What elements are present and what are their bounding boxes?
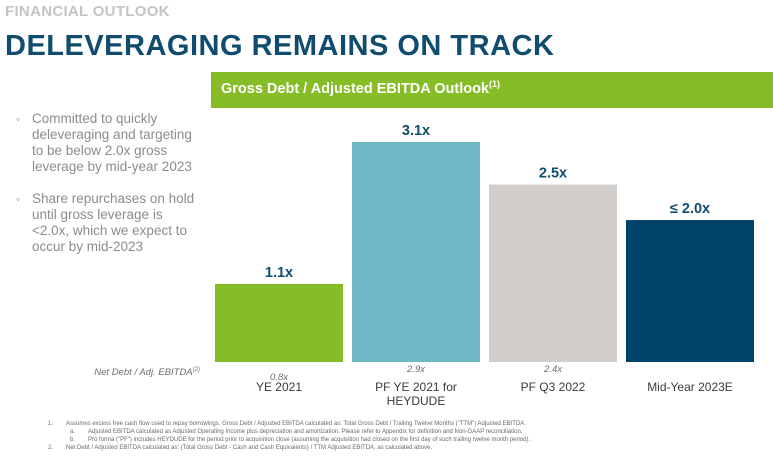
footnote-number: 2. [48, 445, 54, 451]
footnote: 1. Assumes excess free cash flow used to … [48, 420, 748, 428]
bullet-marker-icon: ◦ [16, 192, 21, 206]
data-label: 3.1x [402, 123, 430, 139]
bullet-text: Committed to quickly deleveraging and ta… [32, 111, 192, 174]
bar [626, 220, 754, 362]
chart-title-banner: Gross Debt / Adjusted EBITDA Outlook(1) [211, 72, 773, 108]
category-label: Mid-Year 2023E [647, 380, 733, 394]
section-label: FINANCIAL OUTLOOK [5, 3, 170, 20]
bar [215, 283, 343, 362]
category-label: PF YE 2021 for [375, 380, 457, 394]
footnote-number: b. [70, 437, 76, 443]
bullet-item: ◦ Share repurchases on hold until gross … [16, 191, 202, 255]
footnote-text: Adjusted EBITDA calculated as Adjusted O… [88, 429, 523, 435]
footnote-text: Assumes excess free cash flow used to re… [66, 421, 526, 427]
bullet-list: ◦ Committed to quickly deleveraging and … [16, 111, 202, 271]
data-label: ≤ 2.0x [670, 201, 710, 217]
net-debt-value: 2.4x [543, 364, 563, 375]
chart-title-note-ref: (1) [489, 79, 500, 90]
chart-title: Gross Debt / Adjusted EBITDA Outlook [221, 81, 489, 97]
data-label: 1.1x [265, 265, 293, 281]
bullet-text: Share repurchases on hold until gross le… [32, 191, 195, 254]
footnote-text: Pro forma ("PF") includes HEYDUDE for th… [88, 437, 531, 443]
footnote: 2. Net Debt / Adjusted EBITDA calculated … [48, 444, 748, 452]
footnotes: 1. Assumes excess free cash flow used to … [48, 420, 748, 452]
category-label: PF Q3 2022 [521, 380, 586, 394]
page-title: DELEVERAGING REMAINS ON TRACK [5, 30, 555, 62]
bullet-marker-icon: ◦ [16, 112, 21, 126]
bar [489, 184, 617, 362]
bar [352, 142, 480, 362]
net-debt-value: 0.8x [270, 372, 289, 383]
net-debt-label: Net Debt / Adj. EBITDA [94, 367, 193, 378]
footnote-number: a. [70, 429, 76, 435]
footnote: a. Adjusted EBITDA calculated as Adjusted… [48, 428, 748, 436]
net-debt-value: 2.9x [406, 364, 426, 375]
net-debt-note-ref: (2) [192, 366, 200, 373]
net-debt-row-label: Net Debt / Adj. EBITDA(2) [50, 367, 200, 378]
bullet-item: ◦ Committed to quickly deleveraging and … [16, 111, 202, 175]
data-label: 2.5x [539, 166, 567, 182]
category-label: YE 2021 [256, 380, 302, 394]
footnote-number: 1. [48, 421, 54, 427]
category-label: HEYDUDE [387, 394, 446, 408]
footnote: b. Pro forma ("PF") includes HEYDUDE for … [48, 436, 748, 444]
footnote-text: Net Debt / Adjusted EBITDA calculated as… [66, 445, 433, 451]
